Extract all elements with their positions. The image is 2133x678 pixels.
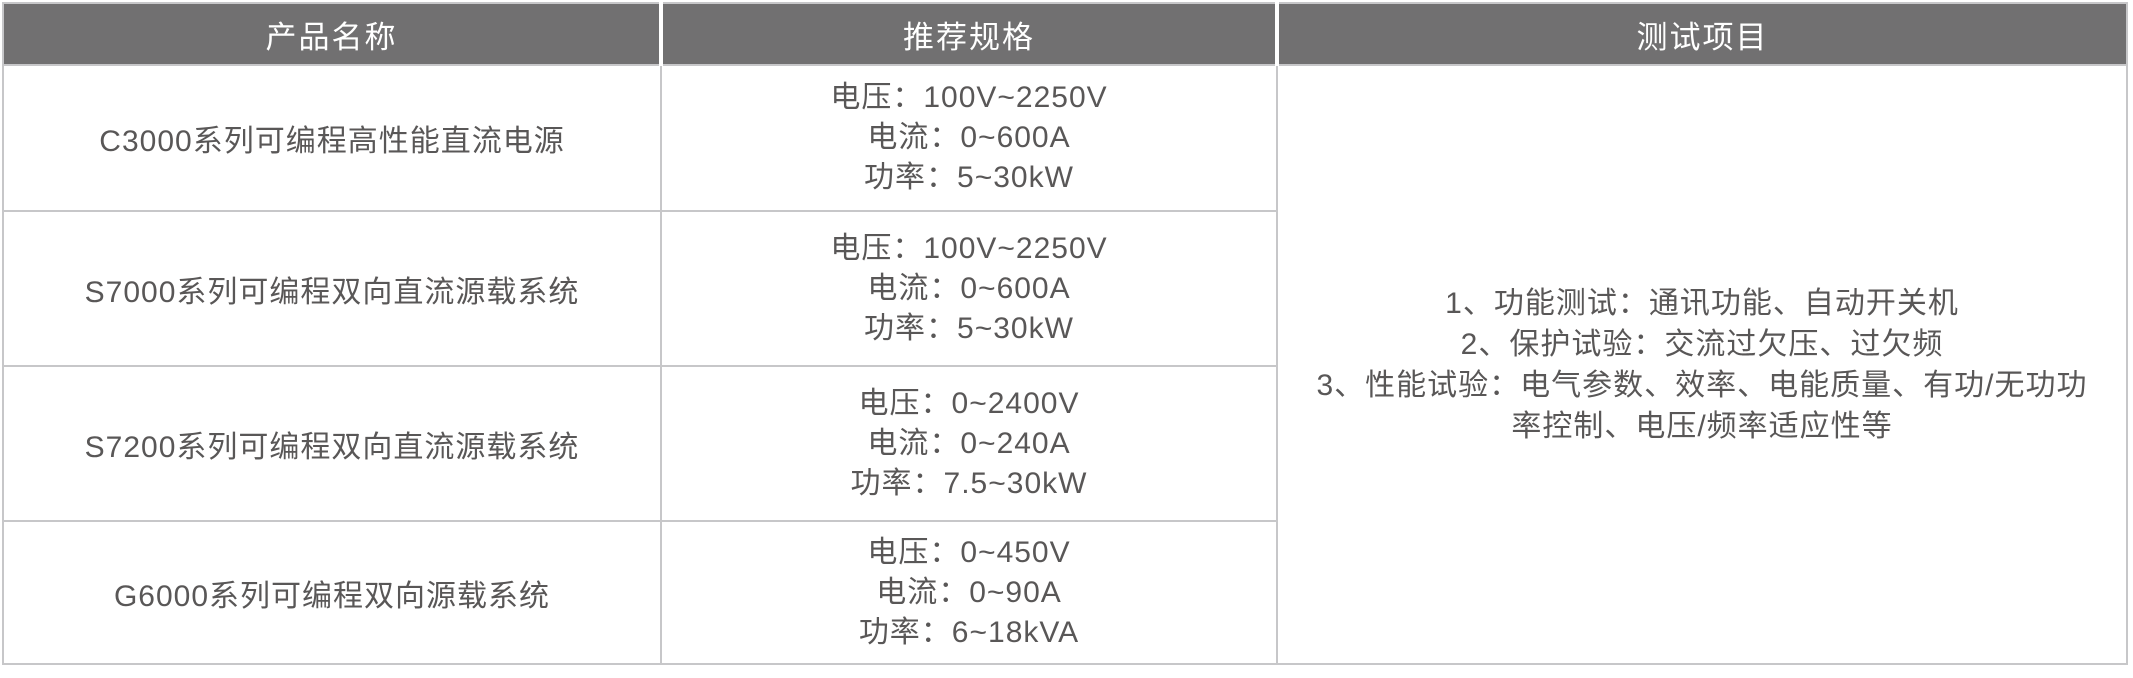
spec-current: 电流：0~240A	[867, 426, 1071, 460]
product-name-cell: G6000系列可编程双向源载系统	[2, 520, 662, 665]
spec-current: 电流：0~600A	[867, 271, 1071, 305]
col-header-product-name: 产品名称	[2, 2, 662, 66]
table-row: G6000系列可编程双向源载系统 电压：0~450V 电流：0~90A 功率：6…	[2, 520, 2127, 665]
spec-current: 电流：0~90A	[876, 575, 1062, 609]
product-name-cell: S7200系列可编程双向直流源载系统	[2, 365, 662, 522]
spec-power: 功率：5~30kW	[864, 161, 1074, 194]
test-item-protection: 2、保护试验：交流过欠压、过欠频	[1460, 327, 1944, 361]
table-row: S7200系列可编程双向直流源载系统 电压：0~2400V 电流：0~240A …	[2, 365, 2127, 522]
spec-current: 电流：0~600A	[867, 121, 1071, 154]
specs-cell: 电压：100V~2250V 电流：0~600A 功率：5~30kW	[660, 64, 1278, 212]
product-name-cell: S7000系列可编程双向直流源载系统	[2, 210, 662, 367]
spec-power: 功率：6~18kVA	[858, 615, 1080, 649]
spec-voltage: 电压：0~2400V	[858, 386, 1080, 420]
col-header-test-items: 测试项目	[1275, 2, 2128, 66]
specs-cell: 电压：0~2400V 电流：0~240A 功率：7.5~30kW	[660, 365, 1278, 522]
table-row: S7000系列可编程双向直流源载系统 电压：100V~2250V 电流：0~60…	[2, 210, 2127, 367]
product-spec-table: 产品名称 推荐规格 测试项目 C3000系列可编程高性能直流电源 电压：100V…	[2, 2, 2128, 665]
spec-voltage: 电压：100V~2250V	[830, 231, 1108, 265]
spec-power: 功率：7.5~30kW	[850, 466, 1088, 500]
table-row: C3000系列可编程高性能直流电源 电压：100V~2250V 电流：0~600…	[2, 64, 2128, 665]
test-items-list: 1、功能测试：通讯功能、自动开关机 2、保护试验：交流过欠压、过欠频 3、性能试…	[1306, 283, 2098, 447]
spec-power: 功率：5~30kW	[864, 311, 1074, 345]
col-header-recommended-specs: 推荐规格	[659, 2, 1278, 66]
header-row: 产品名称 推荐规格 测试项目	[2, 2, 2128, 66]
test-items-cell: 1、功能测试：通讯功能、自动开关机 2、保护试验：交流过欠压、过欠频 3、性能试…	[1276, 64, 2128, 665]
spec-voltage: 电压：100V~2250V	[830, 81, 1108, 114]
spec-voltage: 电压：0~450V	[867, 535, 1071, 569]
specs-cell: 电压：0~450V 电流：0~90A 功率：6~18kVA	[660, 520, 1278, 665]
specs-cell: 电压：100V~2250V 电流：0~600A 功率：5~30kW	[660, 210, 1278, 367]
test-item-function: 1、功能测试：通讯功能、自动开关机	[1445, 286, 1959, 320]
test-item-performance: 3、性能试验：电气参数、效率、电能质量、有功/无功功率控制、电压/频率适应性等	[1316, 368, 2088, 443]
product-name-cell: C3000系列可编程高性能直流电源	[2, 64, 662, 212]
